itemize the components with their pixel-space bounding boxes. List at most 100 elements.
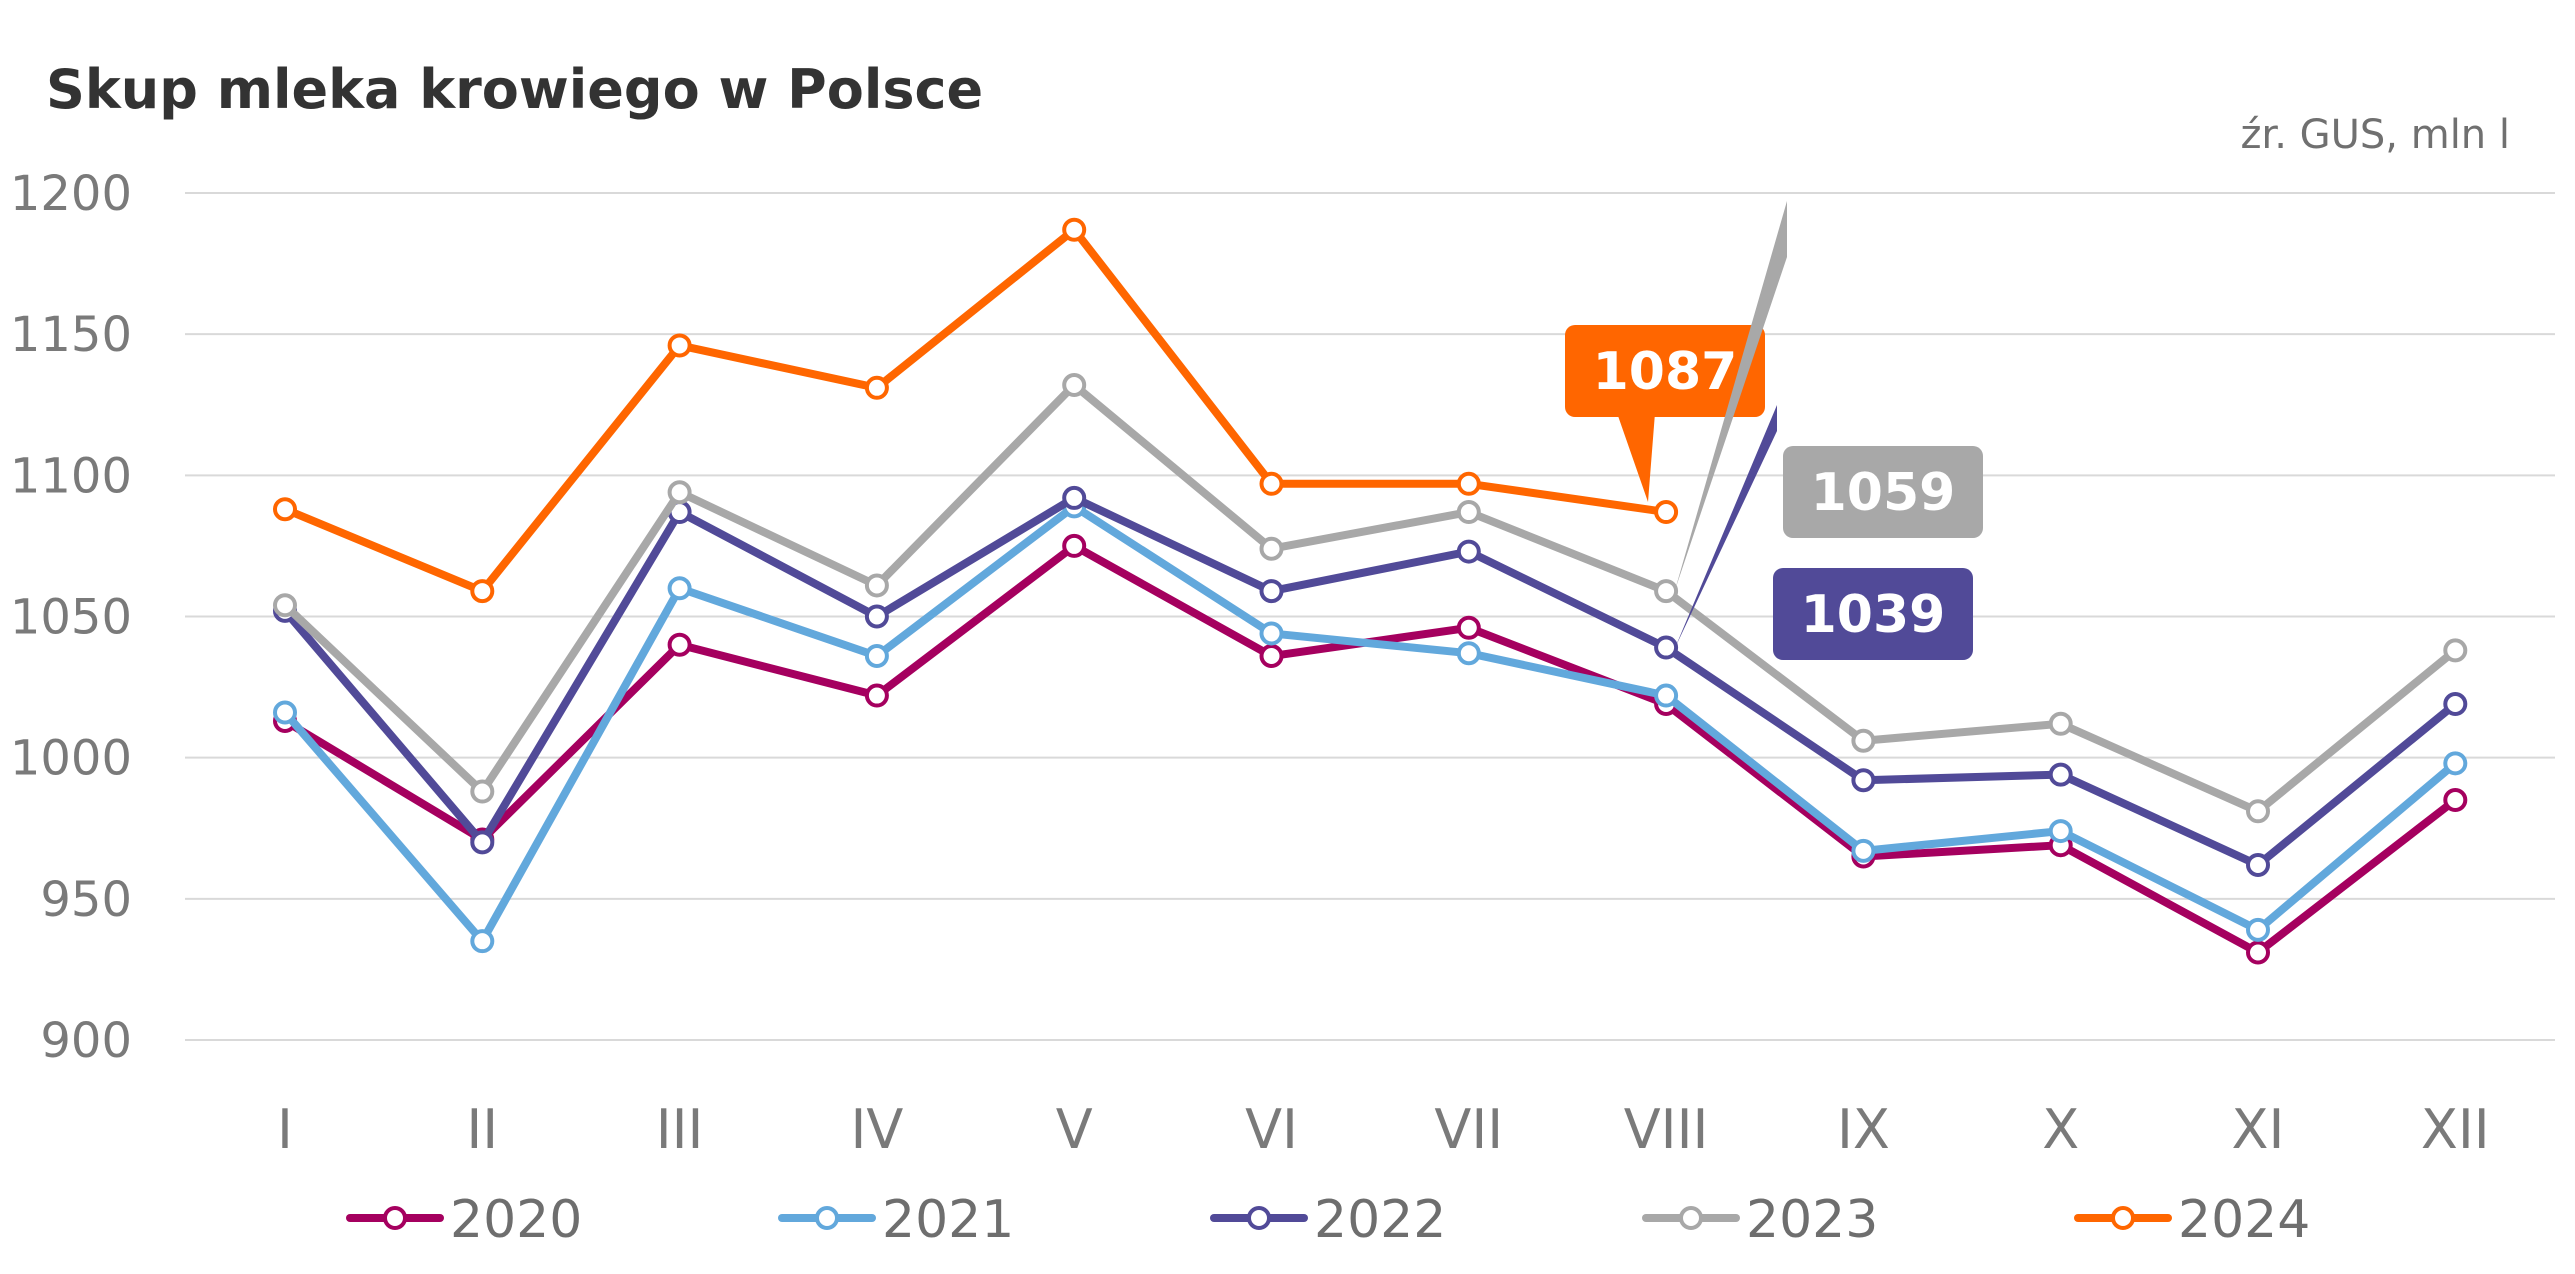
data-point-2022 <box>1851 768 1876 793</box>
data-point-2023 <box>864 573 889 598</box>
series-line-2022 <box>281 493 2460 869</box>
data-point-2022 <box>1259 579 1284 604</box>
data-point-2020 <box>667 632 692 657</box>
data-point-2021 <box>864 644 889 669</box>
callout-2024: 1087 <box>1565 325 1765 502</box>
y-tick-label: 900 <box>40 1013 132 1069</box>
legend-item-2023: 2023 <box>1642 1190 1878 1250</box>
data-point-2022 <box>1062 485 1087 510</box>
x-tick-label: VI <box>1245 1098 1298 1161</box>
legend-marker <box>1679 1206 1703 1230</box>
data-point-2023 <box>1259 536 1284 561</box>
legend-marker <box>2111 1206 2135 1230</box>
callout-pointer <box>1617 413 1655 502</box>
legend-label: 2020 <box>450 1190 582 1250</box>
series-2024 <box>273 217 1679 604</box>
data-point-2023 <box>1654 579 1679 604</box>
legend-marker <box>1247 1206 1271 1230</box>
y-tick-label: 1150 <box>10 307 132 363</box>
series-line-2024 <box>281 225 1671 596</box>
x-tick-label: III <box>656 1098 704 1161</box>
data-point-2020 <box>864 683 889 708</box>
legend-item-2020: 2020 <box>346 1190 582 1250</box>
series-lines <box>273 217 2468 965</box>
legend-item-2024: 2024 <box>2074 1190 2310 1250</box>
y-tick-label: 1050 <box>10 590 132 646</box>
data-point-2023 <box>2048 711 2073 736</box>
data-point-2023 <box>273 593 297 618</box>
data-point-2021 <box>2246 917 2270 942</box>
x-tick-label: I <box>277 1098 293 1161</box>
data-point-2020 <box>1259 644 1284 669</box>
data-point-2021 <box>470 929 495 954</box>
legend-marker <box>815 1206 839 1230</box>
data-point-2021 <box>1259 621 1284 646</box>
y-tick-label: 950 <box>40 872 132 928</box>
legend: 2020 2021 2022 2023 2024 <box>346 1190 2310 1250</box>
data-point-2024 <box>667 333 692 358</box>
series-2021 <box>273 494 2468 954</box>
legend-label: 2022 <box>1314 1190 1446 1250</box>
legend-item-2021: 2021 <box>778 1190 1014 1250</box>
source-note: źr. GUS, mln l <box>2240 112 2510 158</box>
callout-box <box>1565 325 1765 417</box>
legend-label: 2024 <box>2178 1190 2310 1250</box>
x-tick-label: II <box>466 1098 498 1161</box>
x-tick-label: VIII <box>1624 1098 1709 1161</box>
x-tick-label: XI <box>2232 1098 2285 1161</box>
callout-value: 1059 <box>1811 463 1956 523</box>
legend-label: 2023 <box>1746 1190 1878 1250</box>
data-point-2024 <box>1062 217 1087 242</box>
callout-pointer <box>1675 405 1777 648</box>
data-point-2024 <box>1654 500 1679 525</box>
data-point-2023 <box>2443 638 2468 663</box>
data-point-2023 <box>2246 799 2270 824</box>
data-point-2024 <box>273 497 297 522</box>
callout-value: 1087 <box>1593 342 1738 402</box>
data-point-2021 <box>1456 641 1481 666</box>
y-tick-label: 1200 <box>10 166 132 222</box>
data-point-2021 <box>1851 838 1876 863</box>
data-point-2022 <box>470 830 495 855</box>
callout-pointer <box>1675 201 1787 590</box>
x-axis-ticks: I II III IV V VI VII VIII IX X XI XII <box>277 1098 2490 1161</box>
data-point-2022 <box>2048 762 2073 787</box>
y-tick-label: 1100 <box>10 448 132 504</box>
series-line-2020 <box>281 541 2460 957</box>
data-point-2021 <box>1654 683 1679 708</box>
series-line-2023 <box>281 380 2460 816</box>
legend-marker <box>383 1206 407 1230</box>
x-tick-label: IX <box>1837 1098 1890 1161</box>
callout-box <box>1783 446 1983 538</box>
data-point-2022 <box>1654 635 1679 660</box>
y-axis-ticks: 1200 1150 1100 1050 1000 950 900 <box>10 166 132 1069</box>
series-2022 <box>273 485 2468 877</box>
data-point-2024 <box>470 579 495 604</box>
x-tick-label: VII <box>1434 1098 1503 1161</box>
data-point-2020 <box>1062 533 1087 558</box>
callout-value: 1039 <box>1801 585 1946 645</box>
callout-2023: 1059 <box>1675 201 1983 590</box>
x-tick-label: V <box>1056 1098 1093 1161</box>
data-point-2022 <box>864 604 889 629</box>
y-tick-label: 1000 <box>10 731 132 787</box>
data-point-2021 <box>2048 819 2073 844</box>
x-tick-label: IV <box>850 1098 903 1161</box>
x-tick-label: X <box>2042 1098 2079 1161</box>
callout-box <box>1773 568 1973 660</box>
data-point-2021 <box>667 576 692 601</box>
series-line-2021 <box>281 502 2460 946</box>
callout-2022: 1039 <box>1675 405 1973 660</box>
legend-label: 2021 <box>882 1190 1014 1250</box>
value-callouts: 1087 1059 1039 <box>1565 201 1983 660</box>
data-point-2021 <box>273 700 297 725</box>
data-point-2022 <box>1456 539 1481 564</box>
data-point-2023 <box>1456 500 1481 525</box>
data-point-2023 <box>1062 372 1087 397</box>
data-point-2020 <box>1456 615 1481 640</box>
data-point-2020 <box>2443 788 2468 813</box>
data-point-2023 <box>1851 728 1876 753</box>
legend-item-2022: 2022 <box>1210 1190 1446 1250</box>
data-point-2024 <box>1259 471 1284 496</box>
x-tick-label: XII <box>2421 1098 2490 1161</box>
